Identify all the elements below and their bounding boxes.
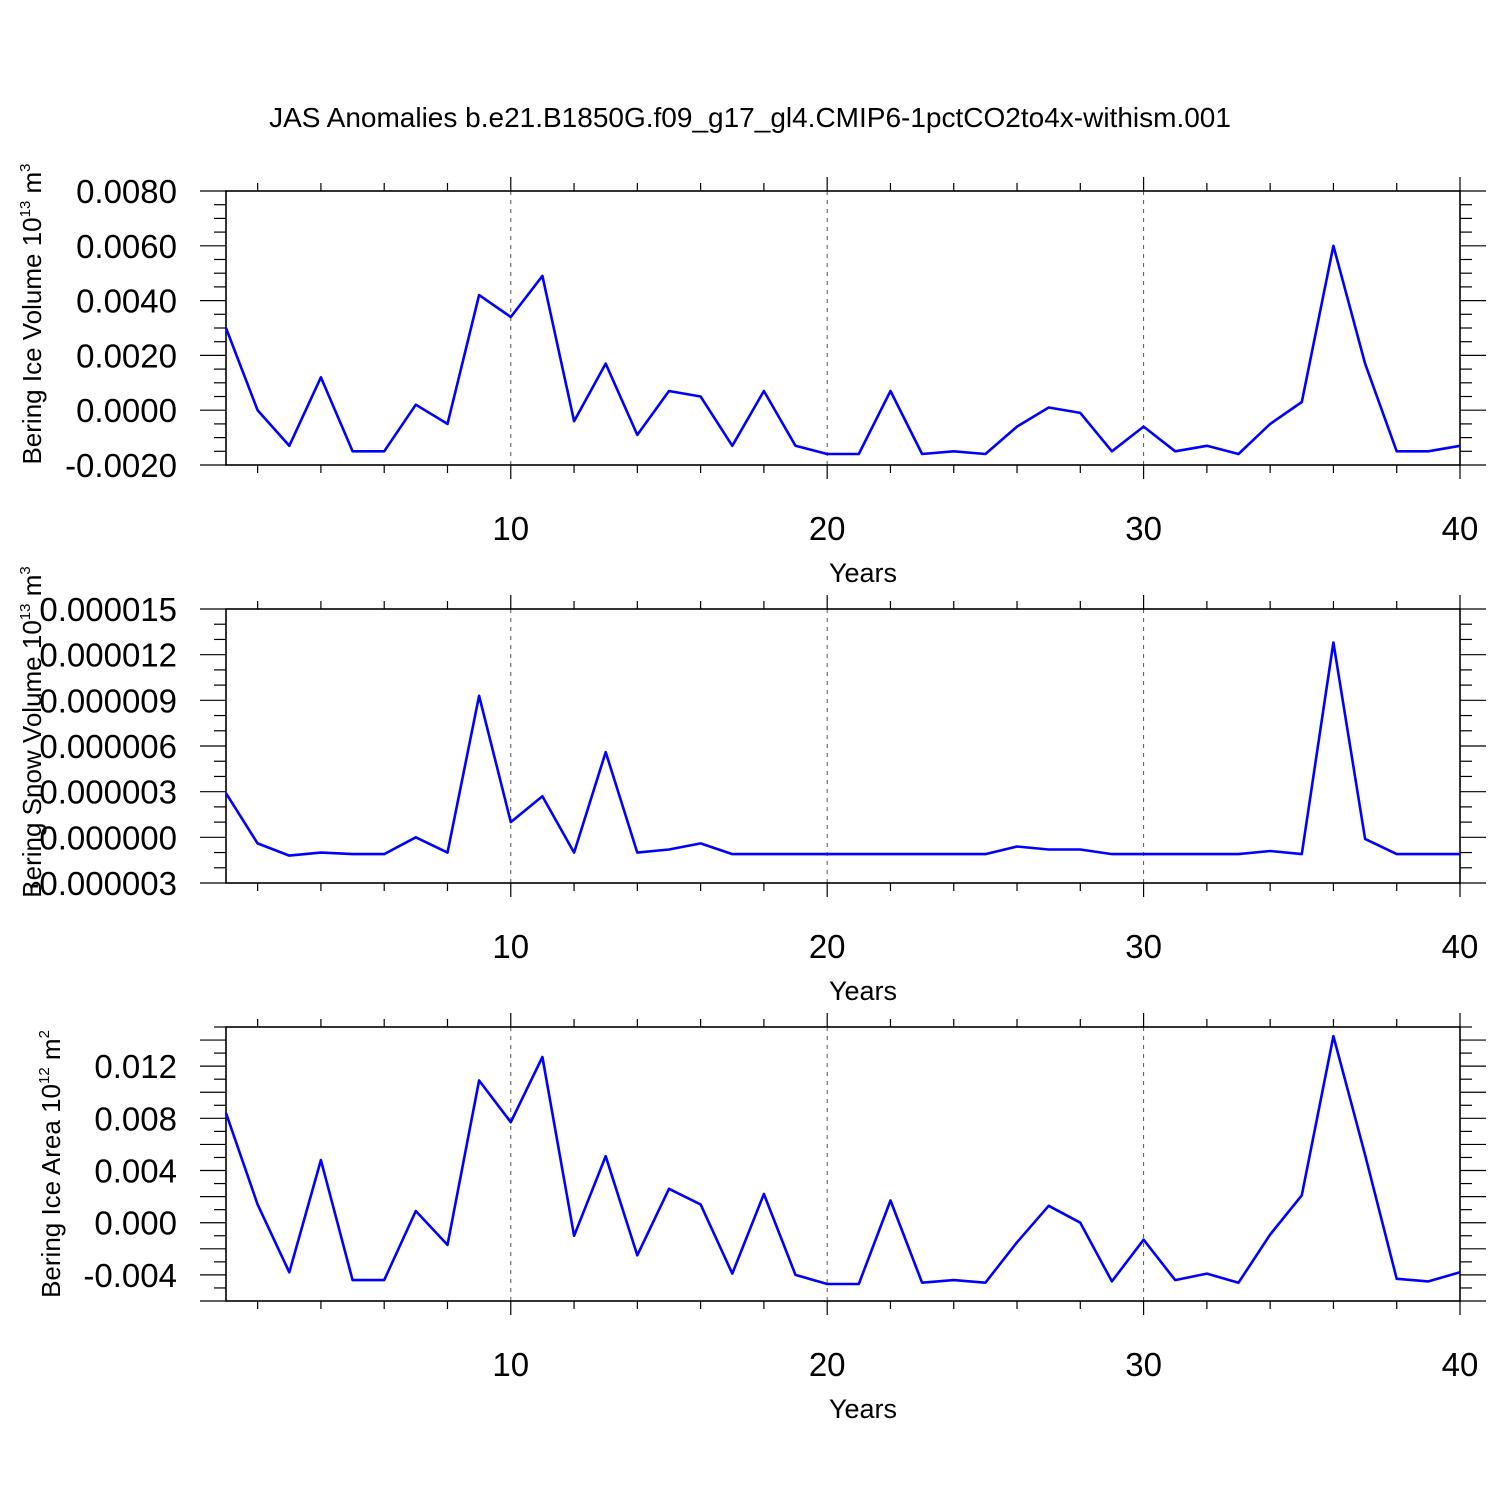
x-tick-label: 20 <box>809 1346 846 1383</box>
y-tick-label: 0.0000 <box>76 392 177 429</box>
y-tick-label: 0.0080 <box>76 173 177 210</box>
figure-title: JAS Anomalies b.e21.B1850G.f09_g17_gl4.C… <box>269 102 1231 133</box>
y-tick-label: 0.000000 <box>39 819 177 856</box>
y-tick-label: -0.000003 <box>28 865 177 902</box>
data-line <box>224 641 1460 857</box>
y-axis-label: Bering Ice Volume 1013 m3 <box>17 163 47 464</box>
y-tick-label: 0.000003 <box>39 774 177 811</box>
x-tick-label: 10 <box>492 510 529 547</box>
data-line <box>224 244 1461 456</box>
y-tick-label: 0.004 <box>94 1153 177 1190</box>
y-tick-label: 0.000009 <box>39 682 177 719</box>
y-axis-label: Bering Snow Volume 1013 m3 <box>17 566 47 897</box>
x-tick-label: 20 <box>809 510 846 547</box>
data-line <box>224 1034 1461 1286</box>
plot-frame <box>225 1026 1461 1302</box>
y-tick-label: 0.012 <box>94 1048 177 1085</box>
x-tick-label: 40 <box>1442 510 1479 547</box>
y-tick-label: -0.004 <box>83 1257 177 1294</box>
x-axis-label: Years <box>829 558 897 588</box>
x-tick-label: 40 <box>1442 928 1479 965</box>
y-tick-label: 0.000 <box>94 1205 177 1242</box>
y-tick-label: -0.0020 <box>65 447 177 484</box>
x-tick-label: 10 <box>492 1346 529 1383</box>
y-tick-label: 0.000015 <box>39 591 177 628</box>
x-tick-label: 40 <box>1442 1346 1479 1383</box>
chart-panel-2: 10 20 30 40 0.000015 0.000012 0.000009 0.000006… <box>17 566 1486 1006</box>
y-tick-label: 0.008 <box>94 1100 177 1137</box>
y-axis-label: Bering Ice Area 1012 m2 <box>36 1030 66 1298</box>
y-tick-label: 0.0020 <box>76 337 177 374</box>
x-tick-label: 30 <box>1125 1346 1162 1383</box>
y-tick-label: 0.000012 <box>39 637 177 674</box>
x-tick-label: 30 <box>1125 928 1162 965</box>
x-axis-label: Years <box>829 1394 897 1424</box>
x-axis-label: Years <box>829 976 897 1006</box>
plot-frame <box>225 190 1461 466</box>
plot-frame <box>225 608 1461 884</box>
y-tick-label: 0.0040 <box>76 283 177 320</box>
y-tick-label: 0.0060 <box>76 228 177 265</box>
y-tick-label: 0.000006 <box>39 728 177 765</box>
x-tick-label: 10 <box>492 928 529 965</box>
chart-panel-1: 10 20 30 40 0.0080 0.0060 0.0040 0.0020 0.0000 -0… <box>17 163 1486 588</box>
x-tick-label: 30 <box>1125 510 1162 547</box>
x-tick-label: 20 <box>809 928 846 965</box>
chart-panel-3: 10 20 30 40 0.012 0.008 0.004 0.000 -0.004 Years B… <box>36 1013 1486 1424</box>
